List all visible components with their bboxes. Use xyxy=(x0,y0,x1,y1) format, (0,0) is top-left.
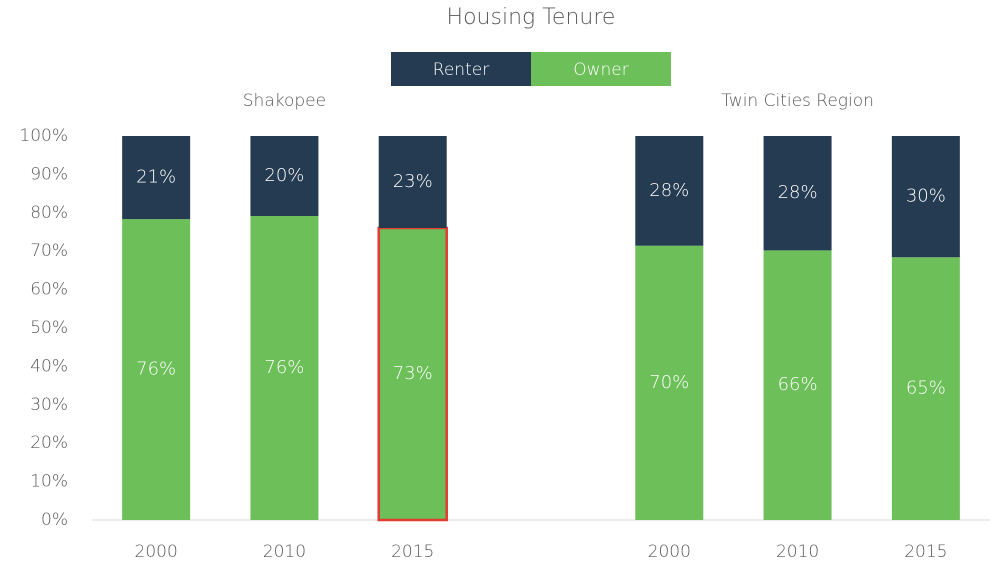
y-tick-label: 80% xyxy=(30,203,68,223)
bar-segment xyxy=(763,136,832,251)
bar-segment xyxy=(378,136,447,228)
data-label: 76% xyxy=(264,357,304,378)
y-tick-label: 10% xyxy=(30,472,68,492)
legend-label: Renter xyxy=(433,60,489,80)
x-tick-label: 2000 xyxy=(135,542,178,562)
data-label: 30% xyxy=(906,186,946,207)
bar-segment xyxy=(122,136,191,220)
y-tick-label: 20% xyxy=(30,433,68,453)
bar-segment xyxy=(891,257,960,520)
bar-segment xyxy=(250,136,319,216)
legend-swatch xyxy=(531,52,671,86)
bar-segment xyxy=(635,245,704,520)
x-tick-label: 2015 xyxy=(391,542,434,562)
bar-segment xyxy=(891,136,960,258)
data-label: 76% xyxy=(136,359,176,380)
chart-title: Housing Tenure xyxy=(447,5,616,30)
y-tick-label: 0% xyxy=(41,510,68,530)
data-label: 65% xyxy=(906,378,946,399)
data-label: 20% xyxy=(264,165,304,186)
legend-swatch xyxy=(391,52,531,86)
x-tick-label: 2000 xyxy=(648,542,691,562)
y-tick-label: 90% xyxy=(30,164,68,184)
data-label: 21% xyxy=(136,167,176,188)
data-label: 70% xyxy=(649,372,689,393)
bar-segment xyxy=(122,219,191,520)
data-label: 28% xyxy=(649,180,689,201)
y-tick-label: 50% xyxy=(30,318,68,338)
bar-segment xyxy=(763,250,832,520)
bar-segment xyxy=(635,136,704,246)
group-label: Twin Cities Region xyxy=(721,91,874,111)
data-label: 23% xyxy=(393,171,433,192)
x-tick-label: 2010 xyxy=(263,542,306,562)
y-tick-label: 100% xyxy=(19,126,68,146)
x-tick-label: 2015 xyxy=(904,542,947,562)
x-tick-label: 2010 xyxy=(776,542,819,562)
y-tick-label: 70% xyxy=(30,241,68,261)
y-tick-label: 60% xyxy=(30,280,68,300)
y-tick-label: 30% xyxy=(30,395,68,415)
bar-segment xyxy=(250,216,319,520)
group-label: Shakopee xyxy=(243,91,326,111)
y-tick-label: 40% xyxy=(30,356,68,376)
data-label: 73% xyxy=(393,363,433,384)
data-label: 66% xyxy=(778,374,818,395)
data-label: 28% xyxy=(778,182,818,203)
legend-label: Owner xyxy=(573,60,629,80)
